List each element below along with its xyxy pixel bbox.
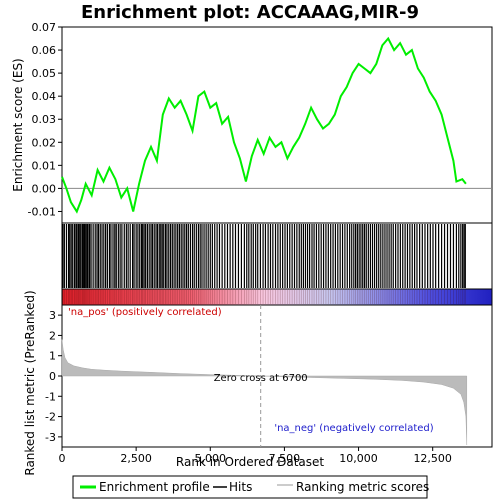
es-panel: -0.01 0.00 0.01 0.02 0.03 0.04 0.05 0.06 0.07 En…: [11, 21, 492, 223]
es-y-tick-label: 0.04: [32, 90, 57, 103]
ranked-metric-y-ticks: 3 2 1 0 -1 -2 -3: [45, 309, 62, 444]
legend: Enrichment profile Hits Ranking metric s…: [73, 476, 429, 498]
legend-label-hits: Hits: [229, 480, 252, 494]
es-y-tick-label: 0.00: [32, 182, 57, 195]
legend-label-enrichment: Enrichment profile: [99, 480, 210, 494]
es-y-tick-label: -0.01: [28, 205, 56, 218]
rank-y-tick-label: 1: [49, 350, 56, 363]
rank-y-tick-label: -2: [45, 411, 56, 424]
rank-y-tick-label: -1: [45, 390, 56, 403]
x-tick-label: 10,000: [339, 452, 378, 465]
ranked-metric-panel: 3 2 1 0 -1 -2 -3 'na_pos' (positively correlat…: [23, 290, 492, 475]
es-y-tick-label: 0.02: [32, 136, 57, 149]
zero-cross-label: Zero cross at 6700: [214, 373, 308, 384]
x-tick-label: 2,500: [120, 452, 152, 465]
es-y-tick-label: 0.03: [32, 113, 57, 126]
es-y-tick-label: 0.05: [32, 67, 57, 80]
ranked-metric-y-axis-label: Ranked list metric (PreRanked): [23, 290, 37, 475]
es-panel-frame: [62, 27, 492, 223]
rank-y-tick-label: 2: [49, 329, 56, 342]
es-y-tick-label: 0.07: [32, 21, 57, 34]
x-axis-label: Rank in Ordered Dataset: [176, 455, 324, 469]
positive-correlation-label: 'na_pos' (positively correlated): [68, 307, 222, 318]
rank-y-tick-label: 0: [49, 370, 56, 383]
legend-label-ranking: Ranking metric scores: [296, 480, 429, 494]
es-y-tick-label: 0.01: [32, 159, 57, 172]
chart-title: Enrichment plot: ACCAAAG,MIR-9: [81, 2, 419, 23]
es-y-axis-label: Enrichment score (ES): [11, 58, 25, 191]
es-y-tick-label: 0.06: [32, 44, 57, 57]
rank-y-tick-label: 3: [49, 309, 56, 322]
x-tick-label: 0: [59, 452, 66, 465]
es-y-ticks: -0.01 0.00 0.01 0.02 0.03 0.04 0.05 0.06 0.07: [28, 21, 62, 218]
negative-correlation-label: 'na_neg' (negatively correlated): [274, 423, 433, 434]
rank-y-tick-label: -3: [45, 431, 56, 444]
x-tick-label: 12,500: [413, 452, 452, 465]
hits-panel: [62, 223, 492, 289]
